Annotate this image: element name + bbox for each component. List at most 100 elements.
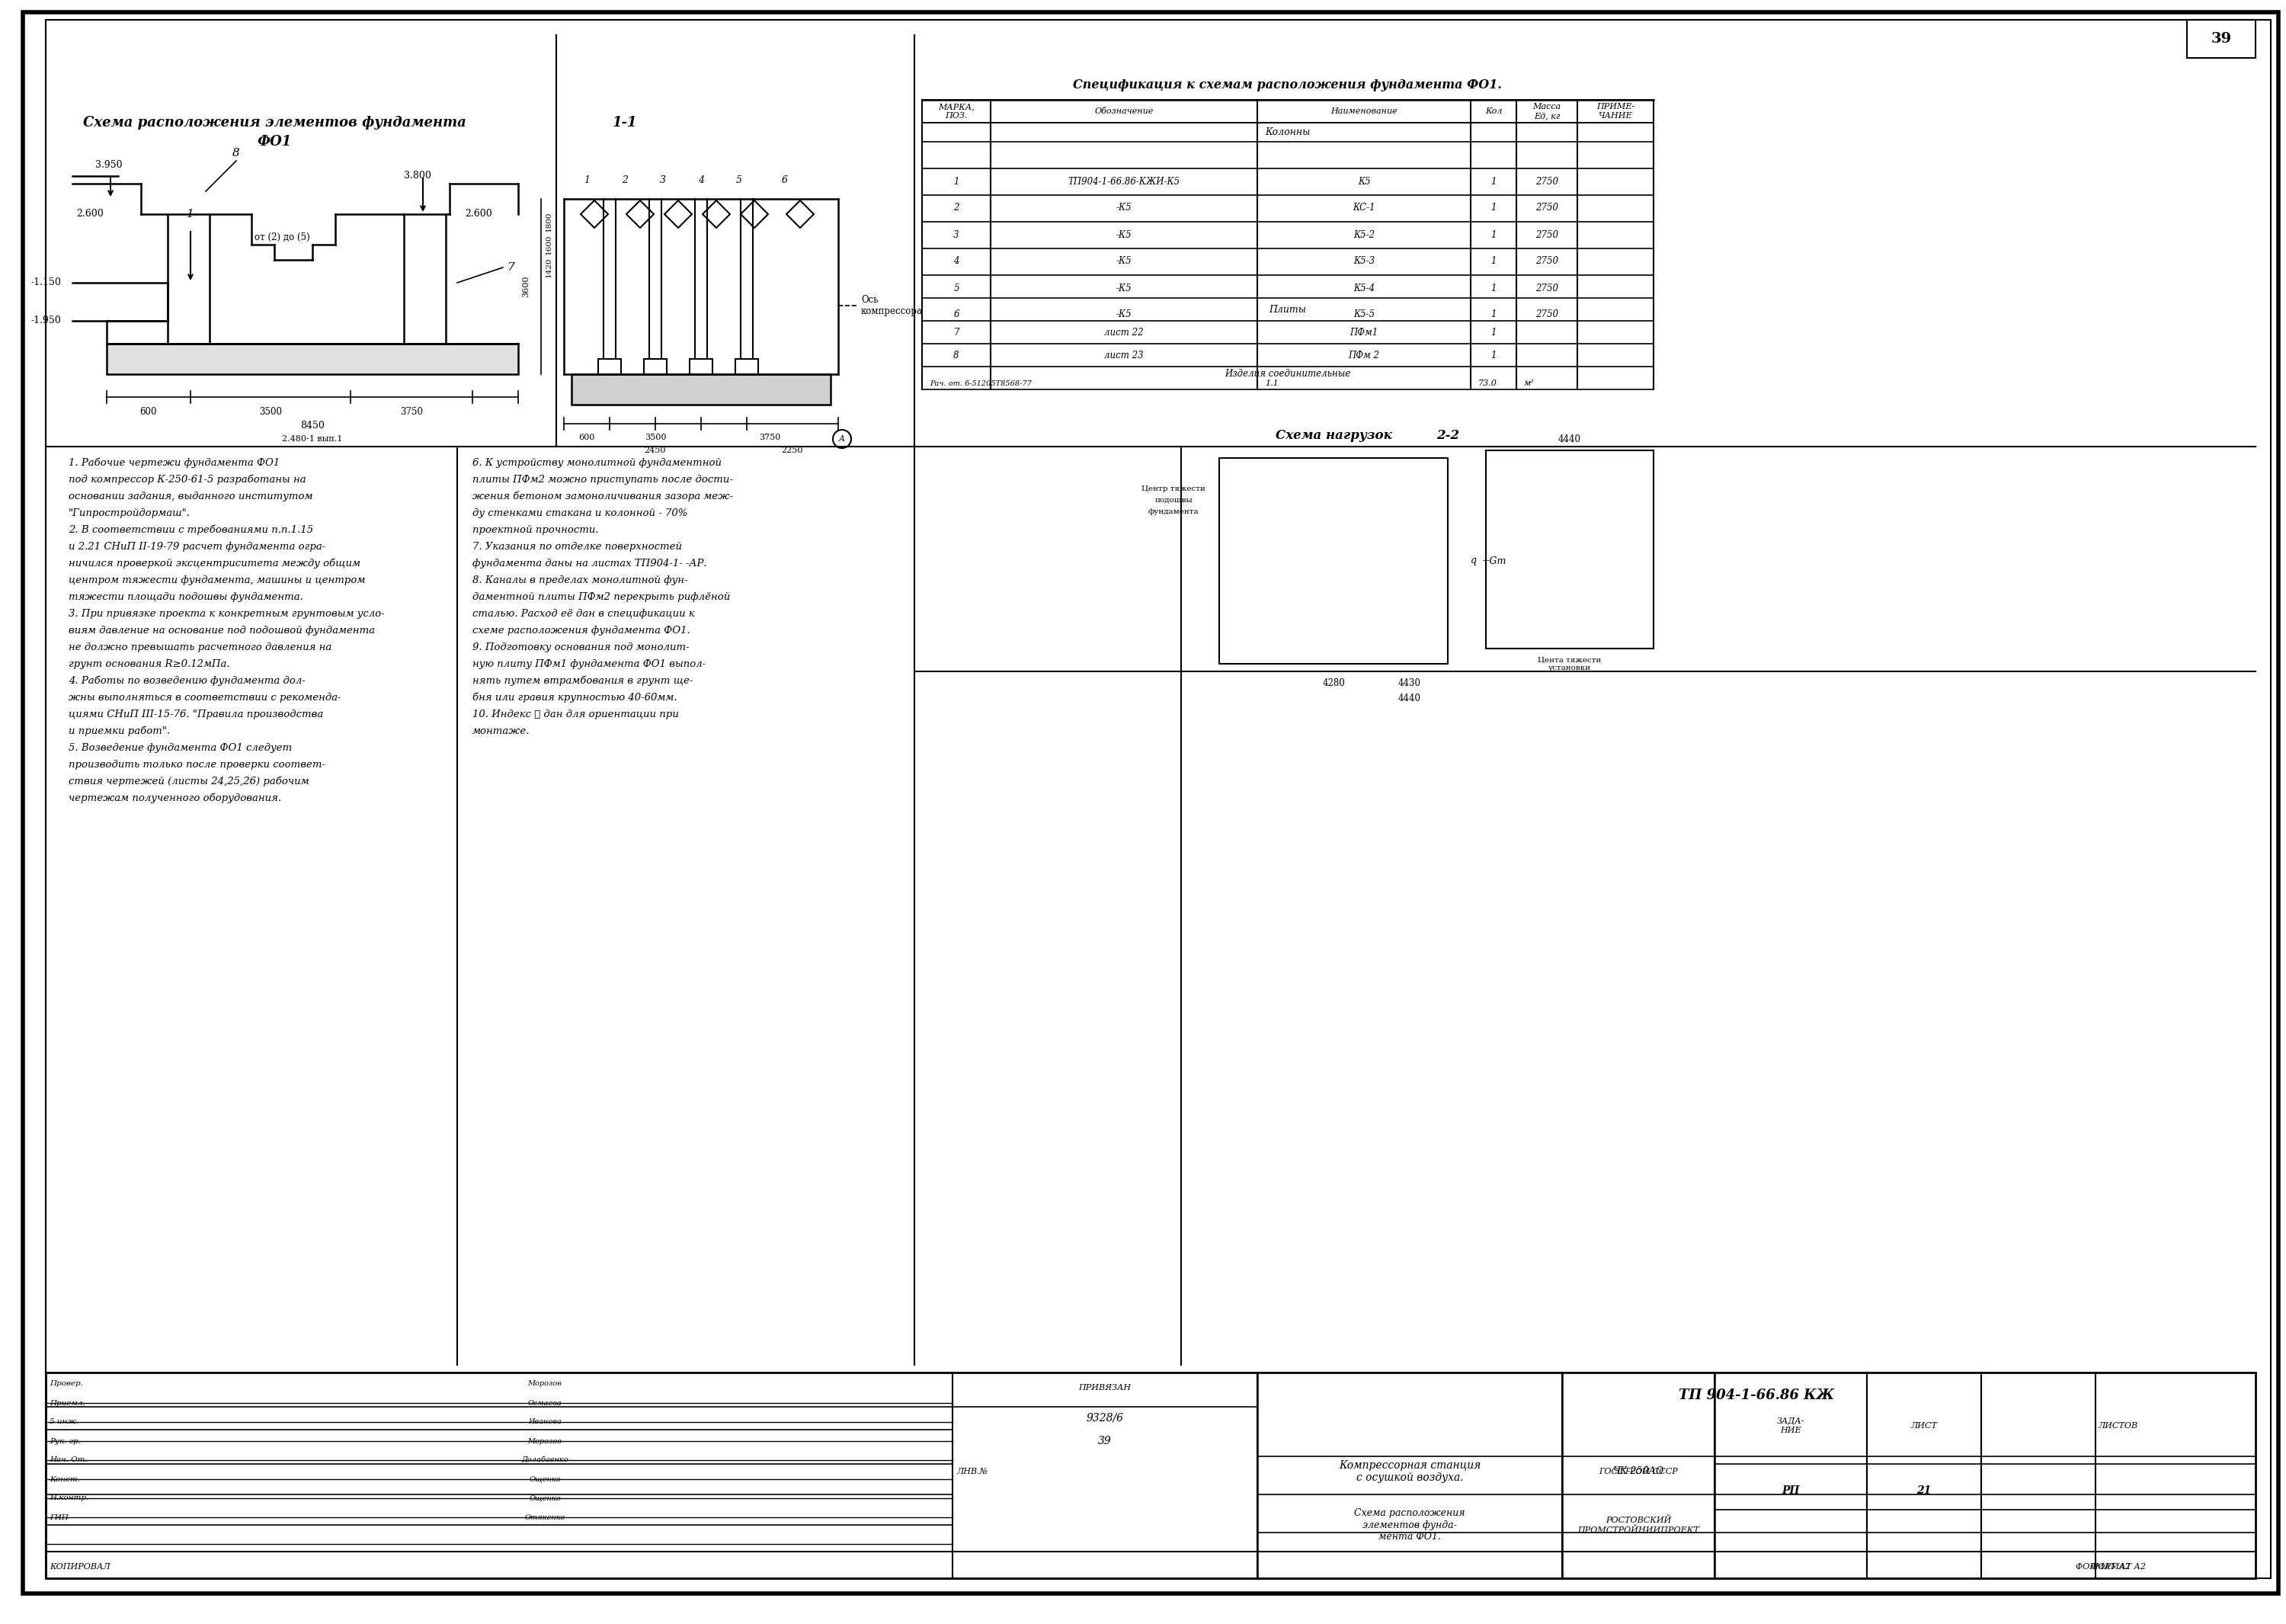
Text: +Gm: +Gm xyxy=(1481,555,1506,565)
Text: 2750: 2750 xyxy=(1536,310,1559,320)
Text: 8: 8 xyxy=(953,351,960,361)
Text: монтаже.: монтаже. xyxy=(473,726,530,736)
Text: Нач. От.: Нач. От. xyxy=(50,1457,87,1463)
Text: К5-3: К5-3 xyxy=(1353,257,1374,266)
Text: -К5: -К5 xyxy=(1116,310,1132,320)
Text: схеме расположения фундамента ФО1.: схеме расположения фундамента ФО1. xyxy=(473,625,690,635)
Bar xyxy=(2188,19,2256,58)
Text: Центр тяжести: Центр тяжести xyxy=(1141,486,1205,492)
Text: q: q xyxy=(1470,555,1477,565)
Text: 3.950: 3.950 xyxy=(96,159,123,169)
Text: Схема нагрузок: Схема нагрузок xyxy=(1276,429,1392,442)
Text: 2. В соответствии с требованиями п.п.1.15: 2. В соответствии с требованиями п.п.1.1… xyxy=(69,525,313,536)
Text: ду стенками стакана и колонной - 70%: ду стенками стакана и колонной - 70% xyxy=(473,508,688,518)
Text: -К5: -К5 xyxy=(1116,229,1132,240)
Text: ПРИМЕ-
ЧАНИЕ: ПРИМЕ- ЧАНИЕ xyxy=(1596,102,1634,120)
Text: бня или гравия крупностью 40-60мм.: бня или гравия крупностью 40-60мм. xyxy=(473,693,677,703)
Text: 2750: 2750 xyxy=(1536,177,1559,187)
Text: жны выполняться в соответствии с рекоменда-: жны выполняться в соответствии с рекомен… xyxy=(69,693,341,703)
Text: 1: 1 xyxy=(1490,177,1497,187)
Text: "Гипростройдормаш".: "Гипростройдормаш". xyxy=(69,508,190,518)
Text: 5 инж.: 5 инж. xyxy=(50,1419,78,1426)
Text: 5: 5 xyxy=(953,283,960,292)
Text: 1800: 1800 xyxy=(544,211,553,232)
Text: 1: 1 xyxy=(953,177,960,187)
Text: 8: 8 xyxy=(233,148,240,159)
Text: чертежам полученного оборудования.: чертежам полученного оборудования. xyxy=(69,794,281,804)
Text: Схема расположения
элементов фунда-
мента ФО1.: Схема расположения элементов фунда- мент… xyxy=(1353,1509,1465,1541)
Bar xyxy=(736,359,759,374)
Text: Отякенко: Отякенко xyxy=(523,1514,565,1520)
Bar xyxy=(599,359,622,374)
Bar xyxy=(1486,450,1653,648)
Text: A: A xyxy=(839,435,846,443)
Text: грунт основания R≥0.12мПа.: грунт основания R≥0.12мПа. xyxy=(69,659,231,669)
Text: 1.1: 1.1 xyxy=(1264,380,1278,387)
Text: 1: 1 xyxy=(1490,257,1497,266)
Text: КОПИРОВАЛ: КОПИРОВАЛ xyxy=(50,1562,110,1570)
Text: Морозов: Морозов xyxy=(528,1437,562,1444)
Text: Наименование: Наименование xyxy=(1330,107,1397,115)
Text: 1. Рабочие чертежи фундамента ФО1: 1. Рабочие чертежи фундамента ФО1 xyxy=(69,458,279,468)
Text: 1: 1 xyxy=(583,175,590,185)
Text: Компрессорная станция
с осушкой воздуха.: Компрессорная станция с осушкой воздуха. xyxy=(1340,1460,1481,1483)
Text: 3750: 3750 xyxy=(759,434,780,442)
Text: ЗАДА-
НИЕ: ЗАДА- НИЕ xyxy=(1776,1418,1804,1434)
Text: 4: 4 xyxy=(953,257,960,266)
Text: 1-1: 1-1 xyxy=(613,115,638,130)
Text: 8450: 8450 xyxy=(299,421,325,430)
Text: К5-4: К5-4 xyxy=(1353,283,1374,292)
Text: 2750: 2750 xyxy=(1536,257,1559,266)
Text: 2.600: 2.600 xyxy=(75,209,103,219)
Text: под компрессор К-250-61-5 разработаны на: под компрессор К-250-61-5 разработаны на xyxy=(69,474,306,486)
Text: ЧК-250АО: ЧК-250АО xyxy=(1612,1466,1664,1476)
Text: Ощенко: Ощенко xyxy=(528,1476,560,1483)
Text: 21: 21 xyxy=(1916,1486,1932,1496)
Text: 9328/6: 9328/6 xyxy=(1086,1413,1125,1424)
Text: ЛИСТ: ЛИСТ xyxy=(1911,1423,1936,1429)
Text: 1: 1 xyxy=(1490,310,1497,320)
Text: ПРИВЯЗАН: ПРИВЯЗАН xyxy=(1079,1384,1132,1392)
Text: Осмаева: Осмаева xyxy=(528,1400,562,1406)
Text: 1: 1 xyxy=(187,209,194,219)
Text: 2.600: 2.600 xyxy=(464,209,491,219)
Text: 4280: 4280 xyxy=(1321,677,1344,689)
Text: тяжести площади подошвы фундамента.: тяжести площади подошвы фундамента. xyxy=(69,593,304,603)
Text: -К5: -К5 xyxy=(1116,203,1132,213)
Text: ствия чертежей (листы 24,25,26) рабочим: ствия чертежей (листы 24,25,26) рабочим xyxy=(69,776,309,788)
Text: жения бетоном замоноличивания зазора меж-: жения бетоном замоноличивания зазора меж… xyxy=(473,492,734,502)
Text: Н.контр.: Н.контр. xyxy=(50,1494,89,1502)
Text: ФОРМАТ А2: ФОРМАТ А2 xyxy=(2092,1562,2147,1570)
Text: фундамента даны на листах ТП904-1- -АР.: фундамента даны на листах ТП904-1- -АР. xyxy=(473,559,706,568)
Text: Рач. от. б-51205Т8568-77: Рач. от. б-51205Т8568-77 xyxy=(930,380,1031,387)
Text: 9. Подготовку основания под монолит-: 9. Подготовку основания под монолит- xyxy=(473,643,690,653)
Text: 3500: 3500 xyxy=(258,408,281,417)
Text: и приемки работ".: и приемки работ". xyxy=(69,726,169,737)
Text: К5-2: К5-2 xyxy=(1353,229,1374,240)
Text: Морозов: Морозов xyxy=(528,1380,562,1387)
Text: 3.800: 3.800 xyxy=(405,171,432,180)
Text: 10. Индекс ⓐ дан для ориентации при: 10. Индекс ⓐ дан для ориентации при xyxy=(473,710,679,719)
Text: Масса
Ед, кг: Масса Ед, кг xyxy=(1532,102,1561,120)
Text: Спецификация к схемам расположения фундамента ФО1.: Спецификация к схемам расположения фунда… xyxy=(1074,78,1502,91)
Text: К5-5: К5-5 xyxy=(1353,310,1374,320)
Text: Иванова: Иванова xyxy=(528,1419,562,1426)
Text: 2: 2 xyxy=(622,175,629,185)
Text: 1420: 1420 xyxy=(544,257,553,278)
Text: ТП 904-1-66.86 КЖ: ТП 904-1-66.86 КЖ xyxy=(1678,1389,1833,1402)
Text: 73.0: 73.0 xyxy=(1479,380,1497,387)
Text: 1: 1 xyxy=(1490,328,1497,338)
Text: даментной плиты ПФм2 перекрыть рифлёной: даментной плиты ПФм2 перекрыть рифлёной xyxy=(473,593,729,603)
Bar xyxy=(46,1372,2256,1579)
Text: КС-1: КС-1 xyxy=(1353,203,1376,213)
Text: лист 22: лист 22 xyxy=(1104,328,1143,338)
Text: Долабаенко: Долабаенко xyxy=(521,1457,569,1463)
Text: 600: 600 xyxy=(139,408,158,417)
Text: Конст.: Конст. xyxy=(50,1476,80,1483)
Text: 1600: 1600 xyxy=(544,234,553,255)
Text: 39: 39 xyxy=(2211,32,2231,45)
Bar xyxy=(645,359,668,374)
Text: Ось
компрессора: Ось компрессора xyxy=(862,296,924,317)
Text: Ощенко: Ощенко xyxy=(528,1494,560,1502)
Text: лист 23: лист 23 xyxy=(1104,351,1143,361)
